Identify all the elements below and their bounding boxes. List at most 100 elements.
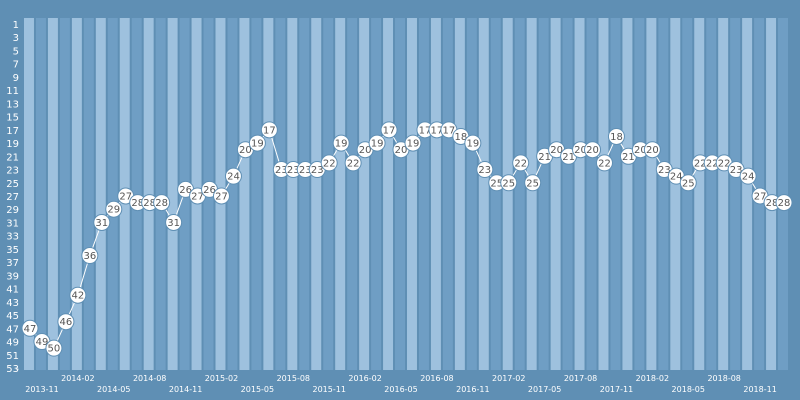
data-label: 25 [526, 178, 539, 189]
y-tick-label: 3 [13, 33, 19, 44]
data-label: 36 [83, 251, 96, 262]
data-point[interactable] [512, 154, 530, 172]
data-point[interactable] [476, 161, 494, 179]
data-label: 29 [107, 205, 120, 216]
data-point[interactable] [643, 141, 661, 159]
data-label: 20 [239, 145, 252, 156]
data-label: 25 [490, 178, 503, 189]
column-band [24, 18, 34, 370]
data-point[interactable] [224, 167, 242, 185]
column-band [718, 18, 729, 370]
data-label: 17 [263, 125, 276, 136]
y-tick-label: 33 [6, 232, 19, 243]
y-tick-label: 39 [6, 271, 19, 282]
data-point[interactable] [500, 174, 518, 192]
x-tick-label: 2013-11 [25, 385, 58, 394]
data-label: 46 [60, 317, 73, 328]
data-point[interactable] [165, 213, 183, 231]
data-label: 26 [179, 185, 192, 196]
data-point[interactable] [464, 134, 482, 152]
column-band [287, 18, 298, 370]
column-band [418, 18, 429, 370]
data-point[interactable] [332, 134, 350, 152]
column-band [562, 18, 573, 370]
data-label: 28 [155, 198, 168, 209]
data-label: 25 [502, 178, 515, 189]
data-point[interactable] [93, 213, 111, 231]
y-tick-label: 53 [6, 364, 19, 375]
data-label: 22 [598, 158, 611, 169]
y-tick-label: 11 [6, 86, 19, 97]
y-tick-label: 31 [6, 218, 19, 229]
data-point[interactable] [69, 286, 87, 304]
column-band [251, 18, 262, 370]
column-band [407, 18, 417, 370]
column-band [83, 18, 94, 370]
data-point[interactable] [679, 174, 697, 192]
column-band [514, 18, 525, 370]
y-tick-label: 41 [6, 285, 19, 296]
data-point[interactable] [739, 167, 757, 185]
y-tick-label: 23 [6, 166, 19, 177]
data-point[interactable] [153, 194, 171, 212]
column-band [538, 18, 549, 370]
x-tick-label: 2015-05 [241, 385, 274, 394]
data-label: 27 [754, 192, 767, 203]
data-label: 25 [682, 178, 695, 189]
y-tick-label: 7 [13, 60, 19, 71]
column-band [778, 18, 788, 370]
x-tick-label: 2016-08 [420, 374, 453, 383]
x-tick-label: 2018-11 [743, 385, 776, 394]
data-label: 31 [167, 218, 180, 229]
data-point[interactable] [320, 154, 338, 172]
data-point[interactable] [105, 200, 123, 218]
data-point[interactable] [368, 134, 386, 152]
column-band [454, 18, 465, 370]
data-label: 21 [562, 152, 575, 163]
data-label: 20 [586, 145, 599, 156]
data-label: 20 [574, 145, 587, 156]
data-point[interactable] [344, 154, 362, 172]
data-label: 22 [323, 158, 336, 169]
data-point[interactable] [380, 121, 398, 139]
data-label: 22 [514, 158, 527, 169]
column-band [95, 18, 106, 370]
data-point[interactable] [524, 174, 542, 192]
data-label: 22 [706, 158, 719, 169]
data-point[interactable] [404, 134, 422, 152]
data-point[interactable] [81, 247, 99, 265]
data-point[interactable] [45, 339, 63, 357]
data-point[interactable] [21, 319, 39, 337]
column-band [670, 18, 681, 370]
data-point[interactable] [584, 141, 602, 159]
data-point[interactable] [775, 194, 793, 212]
y-tick-label: - [15, 364, 19, 375]
data-point[interactable] [260, 121, 278, 139]
x-tick-label: 2016-02 [348, 374, 381, 383]
column-band [598, 18, 609, 370]
column-band [35, 18, 46, 370]
data-label: 28 [131, 198, 144, 209]
x-tick-label: 2015-11 [312, 385, 345, 394]
data-point[interactable] [595, 154, 613, 172]
data-point[interactable] [212, 187, 230, 205]
x-tick-label: 2018-02 [636, 374, 669, 383]
column-band [71, 18, 82, 370]
data-point[interactable] [607, 127, 625, 145]
data-label: 18 [610, 132, 623, 143]
data-label: 19 [407, 139, 420, 150]
y-tick-label: 5 [13, 46, 19, 57]
column-band [239, 18, 250, 370]
column-band [143, 18, 154, 370]
data-point[interactable] [248, 134, 266, 152]
column-bands [24, 18, 788, 370]
column-band [526, 18, 537, 370]
data-point[interactable] [57, 313, 75, 331]
column-band [682, 18, 693, 370]
data-label: 17 [443, 125, 456, 136]
x-tick-label: 2017-08 [564, 374, 597, 383]
data-label: 47 [24, 324, 37, 335]
data-label: 22 [694, 158, 707, 169]
column-band [227, 18, 238, 370]
data-label: 17 [383, 125, 396, 136]
